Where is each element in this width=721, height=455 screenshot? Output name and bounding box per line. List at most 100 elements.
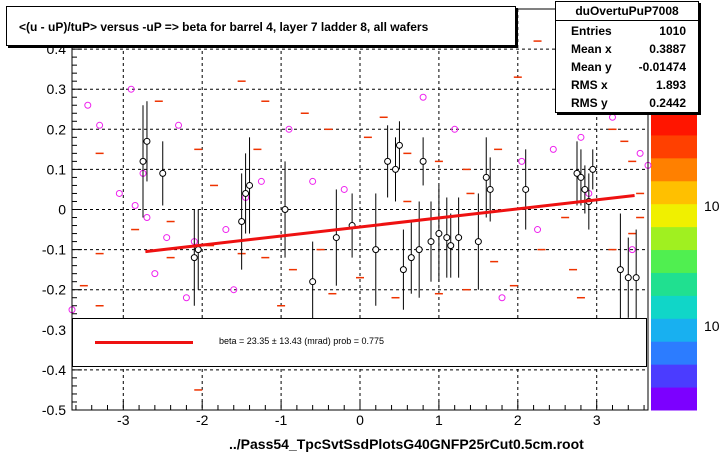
- black-point: [616, 266, 624, 274]
- x-tick-label: 3: [593, 412, 601, 428]
- x-axis-title: ../Pass54_TpcSvtSsdPlotsG40GNFP25rCut0.5…: [229, 436, 584, 452]
- z-axis-label: 10: [704, 318, 720, 334]
- magenta-point: [96, 121, 104, 129]
- stats-box: duOvertuPuP7008 Entries 1010 Mean x 0.38…: [555, 1, 699, 113]
- black-point: [392, 165, 400, 173]
- magenta-point: [577, 133, 585, 141]
- x-tick-label: 0: [356, 412, 364, 428]
- color-palette: [651, 112, 697, 411]
- stats-row-mean-y: Mean y -0.01474: [556, 57, 698, 75]
- black-point: [589, 165, 597, 173]
- black-point: [482, 173, 490, 181]
- magenta-point: [222, 226, 230, 234]
- stats-row-entries: Entries 1010: [556, 21, 698, 39]
- x-tick-label: 2: [514, 412, 522, 428]
- y-tick-label: -0.3: [42, 322, 66, 338]
- black-point: [427, 238, 435, 246]
- stats-label: RMS x: [571, 78, 608, 92]
- y-tick-label: -0.4: [42, 362, 66, 378]
- y-tick-label: -0.5: [42, 402, 66, 418]
- black-point: [415, 246, 423, 254]
- black-point: [399, 266, 407, 274]
- palette-band: [651, 318, 697, 342]
- palette-band: [651, 134, 697, 159]
- y-tick-label: 0: [58, 202, 66, 218]
- black-point: [143, 137, 151, 145]
- legend-line-swatch: [95, 341, 193, 344]
- black-point: [577, 173, 585, 181]
- stats-row-rms-x: RMS x 1.893: [556, 75, 698, 93]
- magenta-point: [285, 125, 293, 133]
- black-point: [332, 234, 340, 242]
- black-point: [395, 141, 403, 149]
- fit-line: [145, 193, 635, 254]
- black-point: [407, 254, 415, 262]
- x-tick-label: -1: [275, 412, 288, 428]
- black-point: [486, 185, 494, 193]
- palette-band: [651, 157, 697, 182]
- black-point: [522, 185, 530, 193]
- black-profile: [139, 101, 640, 326]
- magenta-point: [182, 294, 190, 302]
- black-point: [573, 169, 581, 177]
- black-point: [281, 206, 289, 213]
- palette-band: [651, 203, 697, 228]
- stats-label: Mean x: [571, 42, 612, 56]
- x-axis-ticks: -3 -2 -1 0 1 2 3: [75, 401, 645, 428]
- black-point: [190, 254, 198, 262]
- palette-band: [651, 249, 697, 273]
- magenta-point: [518, 157, 526, 165]
- magenta-point: [131, 201, 139, 209]
- black-point: [194, 246, 202, 254]
- palette-band: [651, 180, 697, 205]
- stats-name: duOvertuPuP7008: [556, 2, 698, 21]
- black-point: [443, 234, 451, 242]
- black-point: [309, 278, 317, 286]
- stats-row-mean-x: Mean x 0.3887: [556, 39, 698, 57]
- black-point: [474, 238, 482, 246]
- y-tick-label: 0.1: [47, 161, 67, 177]
- plot-title: <(u - uP)/tuP> versus -uP => beta for ba…: [19, 20, 429, 34]
- black-point: [139, 157, 147, 165]
- magenta-point: [451, 125, 459, 133]
- black-point: [246, 181, 254, 189]
- black-point: [384, 157, 392, 165]
- magenta-point: [608, 113, 616, 121]
- magenta-point: [636, 149, 644, 157]
- magenta-point: [127, 85, 135, 93]
- stats-value: 0.3887: [649, 42, 686, 56]
- black-point: [238, 218, 246, 226]
- stats-row-rms-y: RMS y 0.2442: [556, 93, 698, 111]
- black-point: [581, 185, 589, 193]
- magenta-point: [84, 101, 92, 109]
- y-tick-label: -0.1: [42, 242, 66, 258]
- title-box: <(u - uP)/tuP> versus -uP => beta for ba…: [6, 6, 516, 46]
- black-point: [632, 274, 640, 282]
- palette-band: [651, 295, 697, 319]
- y-tick-label: -0.2: [42, 282, 66, 298]
- legend-fit-text: beta = 23.35 ± 13.43 (mrad) prob = 0.775: [219, 336, 385, 346]
- palette-band: [651, 387, 697, 411]
- stats-value: -0.01474: [638, 60, 686, 74]
- magenta-point: [534, 226, 542, 234]
- black-point: [419, 157, 427, 165]
- black-point: [624, 274, 632, 282]
- black-point: [372, 246, 380, 254]
- magenta-point: [115, 189, 123, 197]
- magenta-point: [175, 121, 183, 129]
- x-tick-label: 1: [435, 412, 443, 428]
- magenta-profile: [68, 85, 652, 314]
- magenta-point: [340, 185, 348, 193]
- black-point: [242, 189, 250, 197]
- palette-band: [651, 272, 697, 296]
- stats-value: 1.893: [655, 78, 686, 92]
- z-axis-label: 10: [704, 198, 720, 214]
- stats-value: 0.2442: [649, 96, 686, 110]
- magenta-point: [498, 294, 506, 302]
- palette-band: [651, 364, 697, 388]
- magenta-point: [151, 270, 159, 278]
- stats-value: 1010: [659, 24, 686, 38]
- stats-label: RMS y: [571, 96, 608, 110]
- magenta-point: [419, 93, 427, 101]
